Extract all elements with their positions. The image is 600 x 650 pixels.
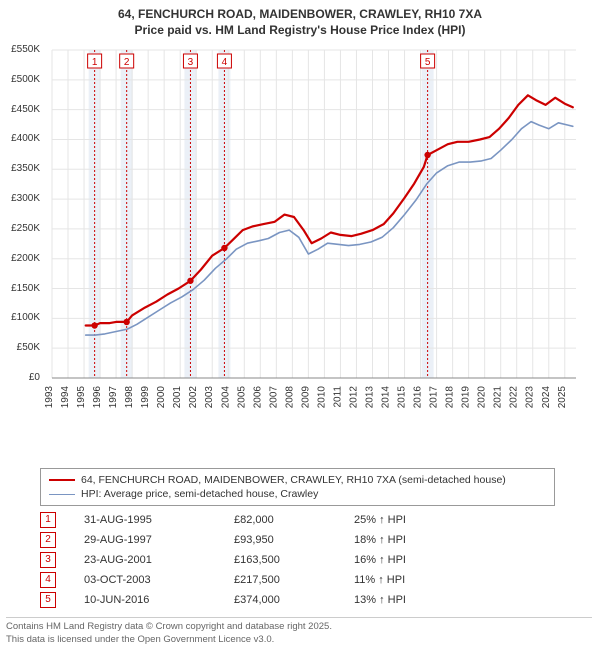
title-line-2: Price paid vs. HM Land Registry's House … xyxy=(0,22,600,38)
sale-price: £217,500 xyxy=(234,574,354,586)
svg-text:4: 4 xyxy=(222,57,228,68)
sale-delta: 13% ↑ HPI xyxy=(354,594,474,606)
sale-delta: 25% ↑ HPI xyxy=(354,514,474,526)
svg-text:2017: 2017 xyxy=(429,386,440,409)
svg-text:1997: 1997 xyxy=(108,386,119,409)
sale-date: 31-AUG-1995 xyxy=(84,514,234,526)
svg-text:2013: 2013 xyxy=(364,386,375,409)
sale-date: 03-OCT-2003 xyxy=(84,574,234,586)
sale-date: 23-AUG-2001 xyxy=(84,554,234,566)
y-tick-label: £150K xyxy=(0,283,40,294)
svg-text:2006: 2006 xyxy=(252,386,263,409)
svg-text:5: 5 xyxy=(425,57,431,68)
y-tick-label: £250K xyxy=(0,223,40,234)
sale-price: £163,500 xyxy=(234,554,354,566)
sales-row: 3 23-AUG-2001£163,50016% ↑ HPI xyxy=(40,550,555,570)
chart-area: 1 2 3 4 5 1993 1994 1995 1996 1997 1998 1999 2000 200… xyxy=(44,44,584,424)
sale-marker: 3 xyxy=(40,552,56,568)
svg-text:2025: 2025 xyxy=(557,386,568,409)
svg-text:2004: 2004 xyxy=(220,386,231,409)
price-chart: 1 2 3 4 5 1993 1994 1995 1996 1997 1998 1999 2000 200… xyxy=(44,44,584,424)
svg-text:2014: 2014 xyxy=(381,386,392,409)
svg-text:2002: 2002 xyxy=(188,386,199,409)
sale-delta: 11% ↑ HPI xyxy=(354,574,474,586)
sale-date: 10-JUN-2016 xyxy=(84,594,234,606)
svg-text:1993: 1993 xyxy=(44,386,55,409)
svg-text:2023: 2023 xyxy=(525,386,536,409)
svg-text:2015: 2015 xyxy=(397,386,408,409)
legend-label: HPI: Average price, semi-detached house,… xyxy=(81,488,318,500)
svg-text:1994: 1994 xyxy=(60,386,71,409)
svg-text:2012: 2012 xyxy=(348,386,359,409)
y-tick-label: £300K xyxy=(0,193,40,204)
svg-text:1995: 1995 xyxy=(76,386,87,409)
sales-row: 2 29-AUG-1997£93,95018% ↑ HPI xyxy=(40,530,555,550)
svg-text:2001: 2001 xyxy=(172,386,183,409)
svg-text:2020: 2020 xyxy=(477,386,488,409)
svg-text:2003: 2003 xyxy=(204,386,215,409)
title-line-1: 64, FENCHURCH ROAD, MAIDENBOWER, CRAWLEY… xyxy=(0,6,600,22)
footer-line-1: Contains HM Land Registry data © Crown c… xyxy=(6,621,592,633)
svg-text:2008: 2008 xyxy=(284,386,295,409)
svg-text:2: 2 xyxy=(124,57,130,68)
svg-text:2010: 2010 xyxy=(316,386,327,409)
sale-price: £93,950 xyxy=(234,534,354,546)
y-tick-label: £500K xyxy=(0,74,40,85)
svg-text:1998: 1998 xyxy=(124,386,135,409)
svg-text:3: 3 xyxy=(188,57,194,68)
sales-table: 1 31-AUG-1995£82,00025% ↑ HPI 2 29-AUG-1997… xyxy=(40,510,555,610)
svg-text:2016: 2016 xyxy=(413,386,424,409)
y-tick-label: £350K xyxy=(0,163,40,174)
footer-line-2: This data is licensed under the Open Gov… xyxy=(6,634,592,646)
sales-row: 1 31-AUG-1995£82,00025% ↑ HPI xyxy=(40,510,555,530)
legend: 64, FENCHURCH ROAD, MAIDENBOWER, CRAWLEY… xyxy=(40,468,555,506)
legend-swatch xyxy=(49,479,75,481)
svg-text:2000: 2000 xyxy=(156,386,167,409)
sale-marker: 1 xyxy=(40,512,56,528)
y-tick-label: £450K xyxy=(0,104,40,115)
y-tick-label: £50K xyxy=(0,342,40,353)
sale-price: £82,000 xyxy=(234,514,354,526)
sale-delta: 18% ↑ HPI xyxy=(354,534,474,546)
legend-swatch xyxy=(49,494,75,495)
chart-title: 64, FENCHURCH ROAD, MAIDENBOWER, CRAWLEY… xyxy=(0,0,600,38)
svg-text:1996: 1996 xyxy=(92,386,103,409)
svg-text:2021: 2021 xyxy=(493,386,504,409)
svg-text:2005: 2005 xyxy=(236,386,247,409)
svg-text:2018: 2018 xyxy=(445,386,456,409)
y-tick-label: £100K xyxy=(0,312,40,323)
legend-item: 64, FENCHURCH ROAD, MAIDENBOWER, CRAWLEY… xyxy=(49,473,546,487)
sale-marker: 4 xyxy=(40,572,56,588)
svg-text:2019: 2019 xyxy=(461,386,472,409)
y-tick-label: £550K xyxy=(0,44,40,55)
svg-text:2007: 2007 xyxy=(268,386,279,409)
y-tick-label: £200K xyxy=(0,253,40,264)
y-tick-label: £400K xyxy=(0,133,40,144)
svg-text:1: 1 xyxy=(92,57,98,68)
svg-text:2011: 2011 xyxy=(332,386,343,408)
sale-price: £374,000 xyxy=(234,594,354,606)
legend-label: 64, FENCHURCH ROAD, MAIDENBOWER, CRAWLEY… xyxy=(81,474,506,486)
svg-text:2022: 2022 xyxy=(509,386,520,409)
sale-delta: 16% ↑ HPI xyxy=(354,554,474,566)
footer: Contains HM Land Registry data © Crown c… xyxy=(6,617,592,646)
svg-text:2009: 2009 xyxy=(300,386,311,409)
sales-row: 5 10-JUN-2016£374,00013% ↑ HPI xyxy=(40,590,555,610)
svg-text:1999: 1999 xyxy=(140,386,151,409)
legend-item: HPI: Average price, semi-detached house,… xyxy=(49,487,546,501)
sale-date: 29-AUG-1997 xyxy=(84,534,234,546)
sale-marker: 5 xyxy=(40,592,56,608)
sale-marker: 2 xyxy=(40,532,56,548)
svg-text:2024: 2024 xyxy=(541,386,552,409)
y-tick-label: £0 xyxy=(0,372,40,383)
sales-row: 4 03-OCT-2003£217,50011% ↑ HPI xyxy=(40,570,555,590)
